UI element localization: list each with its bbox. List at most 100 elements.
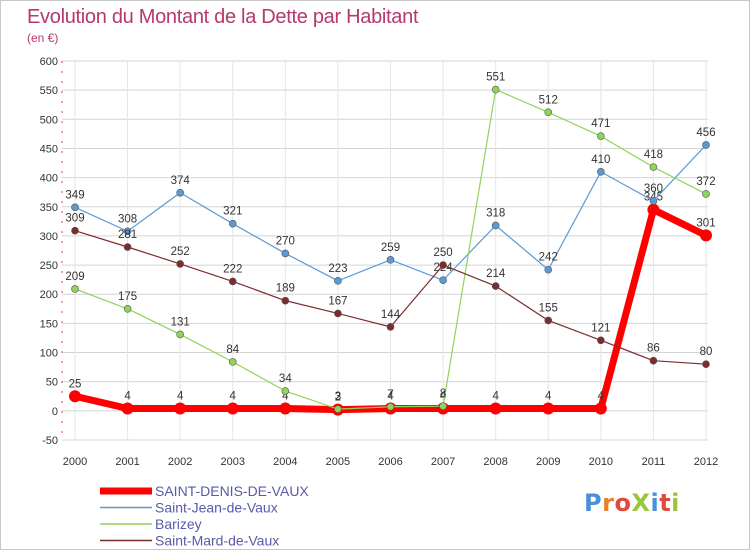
x-tick-label: 2004 <box>273 456 297 468</box>
data-point <box>597 336 605 345</box>
data-label: 321 <box>223 206 242 218</box>
data-label: 131 <box>171 316 190 328</box>
chart-title: Evolution du Montant de la Dette par Hab… <box>27 6 419 28</box>
data-label: 512 <box>539 94 558 106</box>
data-point <box>71 226 79 235</box>
data-point <box>123 305 132 313</box>
data-label: 80 <box>700 346 713 358</box>
x-tick-label: 2011 <box>642 456 666 468</box>
y-tick-label: 400 <box>40 173 58 185</box>
x-tick-label: 2010 <box>589 456 613 468</box>
data-label: 4 <box>545 391 552 403</box>
data-point <box>334 277 342 285</box>
data-point <box>123 243 132 251</box>
data-point <box>544 316 553 325</box>
data-label: 301 <box>696 217 715 229</box>
data-point <box>281 387 290 395</box>
x-tick-label: 2006 <box>378 456 402 468</box>
data-point <box>228 219 237 228</box>
data-point <box>647 203 660 216</box>
data-point <box>491 282 500 290</box>
x-tick-label: 2007 <box>431 456 455 468</box>
data-label: 121 <box>591 322 610 334</box>
data-point <box>228 277 237 286</box>
y-tick-label: 300 <box>40 231 58 243</box>
logo-letter: P <box>584 489 603 517</box>
y-tick-label: 150 <box>40 318 58 330</box>
y-tick-label: 500 <box>40 114 58 126</box>
x-tick-label: 2003 <box>221 456 245 468</box>
data-point <box>386 402 395 411</box>
data-point <box>491 85 500 94</box>
data-label: 86 <box>647 343 660 355</box>
data-label: 4 <box>124 391 131 403</box>
data-point <box>544 108 553 117</box>
data-label: 155 <box>539 302 558 314</box>
data-label: 7 <box>387 389 393 401</box>
data-point <box>491 221 500 230</box>
data-label: 3 <box>335 391 341 403</box>
data-point <box>386 256 395 264</box>
data-point <box>71 203 79 212</box>
data-label: 4 <box>598 391 605 403</box>
data-label: 4 <box>230 391 237 403</box>
data-point <box>279 402 292 415</box>
data-point <box>542 402 555 415</box>
data-label: 25 <box>69 378 82 390</box>
data-label: 250 <box>433 247 452 259</box>
legend-label: Saint-Jean-de-Vaux <box>155 500 278 516</box>
data-point <box>702 360 710 369</box>
data-point <box>649 163 658 171</box>
y-tick-label: 100 <box>40 348 58 360</box>
y-tick-label: 350 <box>40 202 58 214</box>
data-point <box>176 260 184 268</box>
data-point <box>226 402 239 415</box>
data-point <box>281 249 290 258</box>
data-point <box>71 285 79 293</box>
x-tick-label: 2005 <box>326 456 350 468</box>
data-label: 4 <box>282 391 289 403</box>
data-label: 209 <box>65 271 84 283</box>
data-label: 456 <box>696 127 715 139</box>
y-tick-label: 0 <box>52 406 58 418</box>
data-point <box>386 323 395 331</box>
data-label: 8 <box>440 388 446 400</box>
data-label: 318 <box>486 207 505 219</box>
x-tick-label: 2012 <box>694 456 718 468</box>
y-tick-label: 550 <box>40 85 58 97</box>
y-tick-label: 50 <box>46 377 58 389</box>
data-label: 410 <box>591 154 610 166</box>
data-label: 84 <box>226 344 239 356</box>
legend-label: SAINT-DENIS-DE-VAUX <box>155 483 309 499</box>
data-point <box>334 309 342 318</box>
data-label: 2 <box>335 392 341 404</box>
data-label: 360 <box>644 183 663 195</box>
data-label: 259 <box>381 242 400 254</box>
x-tick-label: 2002 <box>168 456 192 468</box>
data-label: 4 <box>387 391 394 403</box>
x-tick-label: 2008 <box>483 456 507 468</box>
data-point <box>439 402 447 410</box>
logo-letter: X <box>631 489 651 517</box>
data-point <box>121 402 134 415</box>
data-point <box>176 188 184 197</box>
data-label: 374 <box>171 175 191 187</box>
x-tick-label: 2009 <box>536 456 560 468</box>
data-point <box>702 141 710 149</box>
data-point <box>334 405 342 413</box>
chart-unit: (en €) <box>27 31 59 45</box>
data-label: 4 <box>492 391 499 403</box>
data-label: 175 <box>118 291 137 303</box>
data-point <box>439 276 447 285</box>
data-label: 308 <box>118 213 137 225</box>
y-tick-label: 600 <box>40 56 58 68</box>
data-label: 214 <box>486 268 506 280</box>
data-point <box>594 402 607 415</box>
data-label: 270 <box>276 235 295 247</box>
data-point <box>174 402 187 415</box>
data-point <box>439 261 447 269</box>
data-point <box>176 330 184 339</box>
data-point <box>649 197 658 205</box>
data-point <box>123 227 132 236</box>
